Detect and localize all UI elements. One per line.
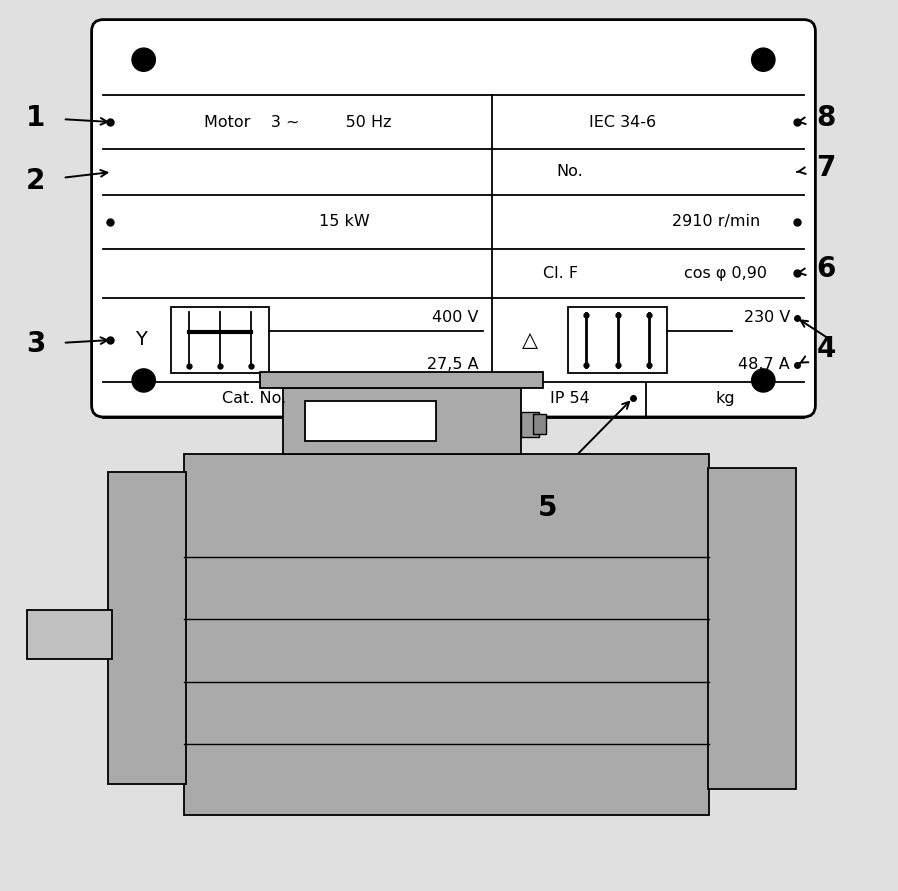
Text: 27,5 A: 27,5 A: [427, 357, 479, 372]
Text: cos φ 0,90: cos φ 0,90: [684, 266, 767, 281]
Text: Y: Y: [135, 331, 147, 349]
Bar: [171, 307, 269, 373]
Circle shape: [132, 48, 155, 71]
Text: 4: 4: [816, 335, 836, 363]
Text: 1: 1: [26, 103, 46, 132]
Text: 230 V: 230 V: [744, 310, 790, 325]
Text: kg: kg: [715, 391, 735, 405]
Text: 48,7 A: 48,7 A: [738, 357, 790, 372]
Text: 7: 7: [816, 153, 836, 182]
Bar: [568, 307, 667, 373]
Bar: [27, 610, 112, 659]
Text: 2: 2: [26, 167, 46, 195]
Text: 2910 r/min: 2910 r/min: [673, 215, 761, 229]
Text: 400 V: 400 V: [432, 310, 479, 325]
Circle shape: [752, 48, 775, 71]
Text: △: △: [522, 330, 538, 350]
Bar: [108, 472, 186, 784]
Bar: [184, 454, 709, 815]
Text: Cl. F: Cl. F: [543, 266, 578, 281]
Text: Motor    3 ~         50 Hz: Motor 3 ~ 50 Hz: [204, 115, 392, 129]
Circle shape: [132, 369, 155, 392]
Circle shape: [752, 369, 775, 392]
Bar: [533, 414, 546, 434]
Text: IP 54: IP 54: [550, 391, 589, 405]
Bar: [260, 372, 543, 388]
Text: 3: 3: [26, 331, 46, 358]
Text: Cat. No.: Cat. No.: [222, 391, 286, 405]
Text: 15 kW: 15 kW: [319, 215, 370, 229]
Text: IEC 34-6: IEC 34-6: [589, 115, 656, 129]
Text: 6: 6: [816, 255, 836, 282]
Text: No.: No.: [557, 165, 584, 179]
FancyBboxPatch shape: [92, 20, 815, 417]
Bar: [708, 468, 796, 789]
Text: 8: 8: [816, 103, 836, 132]
Text: 5: 5: [538, 494, 558, 522]
Bar: [521, 412, 539, 437]
Bar: [305, 401, 436, 441]
Bar: [283, 388, 521, 454]
